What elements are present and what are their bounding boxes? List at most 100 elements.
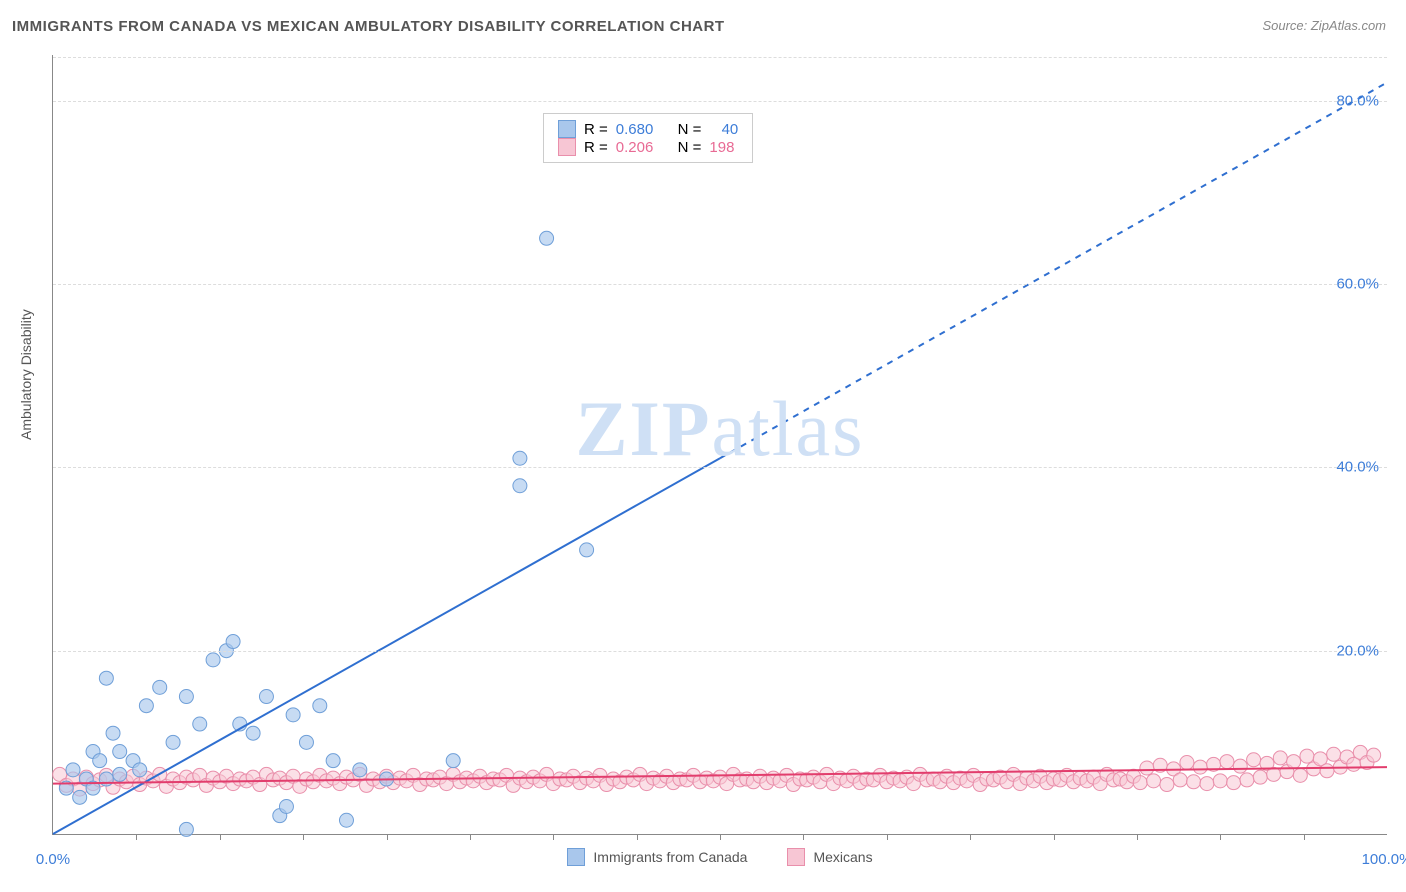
chart-title: IMMIGRANTS FROM CANADA VS MEXICAN AMBULA… xyxy=(12,18,725,35)
swatch-canada xyxy=(558,120,576,138)
data-point xyxy=(133,763,147,777)
data-point xyxy=(1200,777,1214,791)
x-tick xyxy=(887,834,888,840)
grid-line xyxy=(53,101,1387,102)
x-tick xyxy=(1220,834,1221,840)
data-point xyxy=(326,754,340,768)
legend-row-canada: R = 0.680 N = 40 xyxy=(558,120,738,138)
data-point xyxy=(139,699,153,713)
x-tick xyxy=(220,834,221,840)
data-point xyxy=(106,726,120,740)
data-point xyxy=(1180,756,1194,770)
legend-label-canada: Immigrants from Canada xyxy=(593,849,747,865)
data-point xyxy=(113,745,127,759)
legend-series: Immigrants from Canada Mexicans xyxy=(53,848,1387,866)
data-point xyxy=(1233,759,1247,773)
data-point xyxy=(1173,773,1187,787)
data-point xyxy=(226,635,240,649)
data-point xyxy=(1227,776,1241,790)
x-tick xyxy=(136,834,137,840)
x-tick xyxy=(637,834,638,840)
data-point xyxy=(446,754,460,768)
x-tick xyxy=(1137,834,1138,840)
n-value-canada: 40 xyxy=(722,121,739,138)
trend-line-dashed xyxy=(720,82,1387,458)
data-point xyxy=(1273,751,1287,765)
data-point xyxy=(1327,747,1341,761)
data-point xyxy=(93,754,107,768)
x-tick-label: 0.0% xyxy=(36,851,70,868)
n-label: N = xyxy=(678,121,702,138)
legend-row-mexicans: R = 0.206 N = 198 xyxy=(558,138,738,156)
data-point xyxy=(1240,773,1254,787)
data-point xyxy=(1320,764,1334,778)
r-value-mexicans: 0.206 xyxy=(616,139,654,156)
data-point xyxy=(179,690,193,704)
r-value-canada: 0.680 xyxy=(616,121,654,138)
x-tick xyxy=(970,834,971,840)
data-point xyxy=(193,717,207,731)
x-tick xyxy=(387,834,388,840)
data-point xyxy=(286,708,300,722)
x-tick xyxy=(1304,834,1305,840)
data-point xyxy=(1220,755,1234,769)
n-label: N = xyxy=(678,139,702,156)
r-label: R = xyxy=(584,139,608,156)
data-point xyxy=(513,479,527,493)
y-tick-label: 60.0% xyxy=(1336,276,1379,293)
data-point xyxy=(313,699,327,713)
legend-item-mexicans: Mexicans xyxy=(787,848,872,866)
y-axis-title: Ambulatory Disability xyxy=(18,309,34,440)
x-tick xyxy=(720,834,721,840)
data-point xyxy=(246,726,260,740)
legend-correlation: R = 0.680 N = 40 R = 0.206 N = 198 xyxy=(543,113,753,163)
legend-label-mexicans: Mexicans xyxy=(813,849,872,865)
n-value-mexicans: 198 xyxy=(709,139,734,156)
data-point xyxy=(179,822,193,836)
data-point xyxy=(353,763,367,777)
data-point xyxy=(1300,749,1314,763)
r-label: R = xyxy=(584,121,608,138)
plot-area: ZIPatlas R = 0.680 N = 40 R = 0.206 N = … xyxy=(52,55,1387,835)
data-point xyxy=(66,763,80,777)
data-point xyxy=(1193,760,1207,774)
data-point xyxy=(1247,753,1261,767)
data-point xyxy=(1147,774,1161,788)
data-point xyxy=(339,813,353,827)
data-point xyxy=(1160,778,1174,792)
data-point xyxy=(279,800,293,814)
data-point xyxy=(166,735,180,749)
swatch-mexicans-icon xyxy=(787,848,805,866)
x-tick xyxy=(1054,834,1055,840)
data-point xyxy=(1293,768,1307,782)
y-tick-label: 40.0% xyxy=(1336,459,1379,476)
data-point xyxy=(1253,770,1267,784)
data-point xyxy=(113,767,127,781)
grid-line xyxy=(53,284,1387,285)
x-tick xyxy=(553,834,554,840)
y-tick-label: 80.0% xyxy=(1336,92,1379,109)
data-point xyxy=(1187,775,1201,789)
data-point xyxy=(99,671,113,685)
data-point xyxy=(540,231,554,245)
data-point xyxy=(1133,776,1147,790)
data-point xyxy=(299,735,313,749)
data-point xyxy=(1213,774,1227,788)
grid-line xyxy=(53,57,1387,58)
data-point xyxy=(73,790,87,804)
data-point xyxy=(1367,748,1381,762)
source-label: Source: ZipAtlas.com xyxy=(1262,18,1386,33)
data-point xyxy=(1287,755,1301,769)
data-point xyxy=(1140,761,1154,775)
data-point xyxy=(206,653,220,667)
grid-line xyxy=(53,651,1387,652)
data-point xyxy=(513,451,527,465)
data-point xyxy=(259,690,273,704)
swatch-canada-icon xyxy=(567,848,585,866)
plot-svg xyxy=(53,55,1387,834)
grid-line xyxy=(53,467,1387,468)
swatch-mexicans xyxy=(558,138,576,156)
x-tick-label: 100.0% xyxy=(1362,851,1406,868)
x-tick xyxy=(303,834,304,840)
y-tick-label: 20.0% xyxy=(1336,642,1379,659)
